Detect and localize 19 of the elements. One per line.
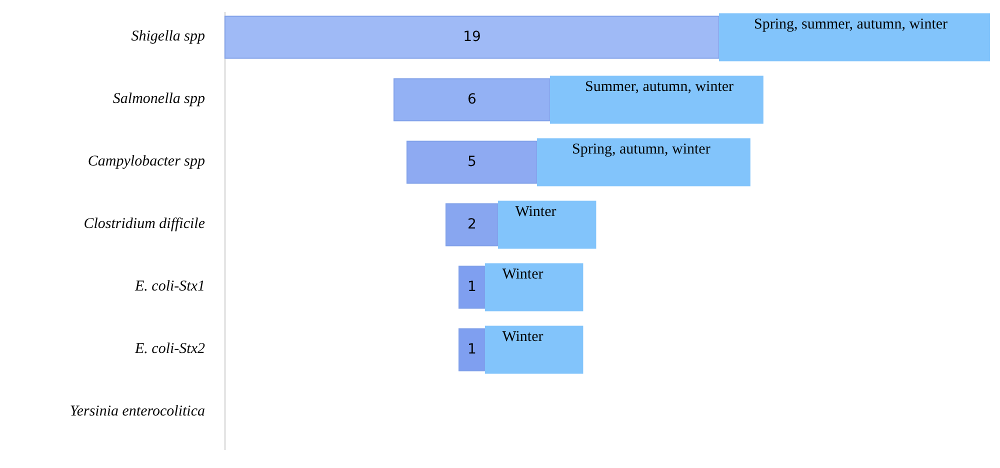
data-label: 1 <box>468 279 476 296</box>
data-label: 2 <box>468 216 476 233</box>
category-label: Clostridium difficile <box>84 216 206 232</box>
text: Winter <box>502 329 544 346</box>
category-label: Shigella spp <box>131 28 206 45</box>
category-label: E. coli-Stx1 <box>134 278 205 295</box>
data-label: 19 <box>463 29 481 46</box>
category-label: Campylobacter spp <box>88 154 206 170</box>
text: Summer, autumn, winter <box>585 79 734 96</box>
text: Winter <box>502 266 544 283</box>
category-label: Salmonella spp <box>112 91 206 108</box>
text: Spring, autumn, winter <box>572 142 710 158</box>
data-label: 1 <box>468 342 476 358</box>
data-label: 5 <box>468 154 476 170</box>
text: Winter <box>515 204 556 220</box>
text: Spring, summer, autumn, winter <box>754 16 948 33</box>
data-label: 6 <box>468 92 477 108</box>
category-label: Yersinia enterocolitica <box>70 404 205 420</box>
category-label: E. coli-Stx2 <box>134 341 206 358</box>
